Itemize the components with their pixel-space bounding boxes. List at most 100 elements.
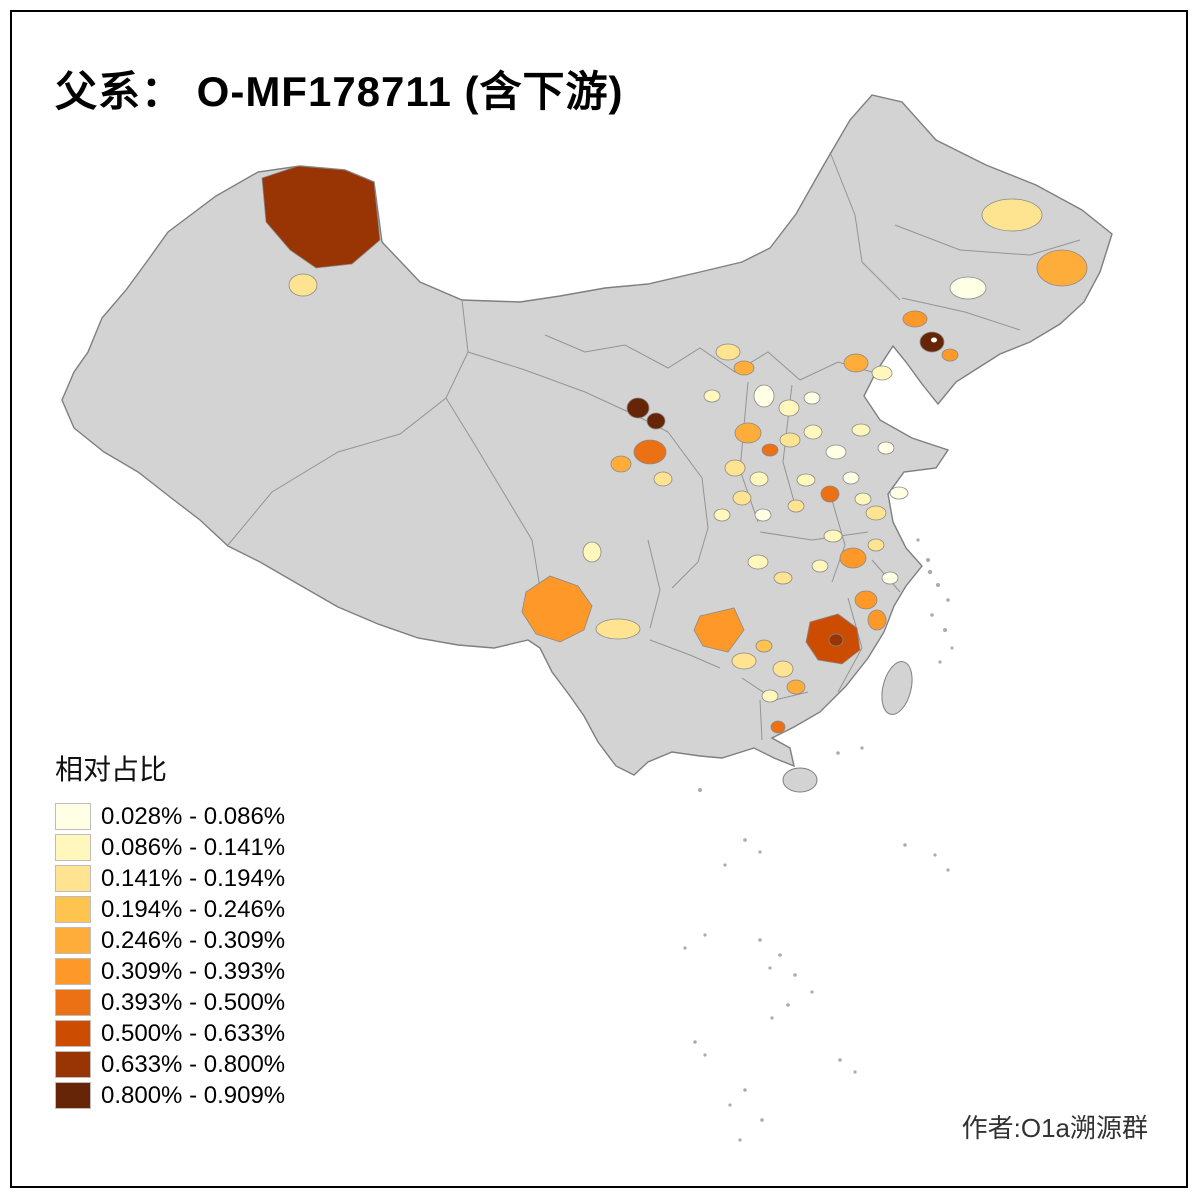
legend-row: 0.028% - 0.086% — [55, 802, 285, 831]
legend: 相对占比 0.028% - 0.086% 0.086% - 0.141% 0.1… — [55, 748, 285, 1112]
map-region — [772, 660, 794, 678]
legend-label: 0.633% - 0.800% — [101, 1050, 286, 1078]
legend-label: 0.246% - 0.309% — [101, 926, 286, 954]
map-region — [653, 471, 673, 487]
map-region — [733, 360, 755, 376]
map-region — [931, 337, 937, 343]
map-region — [595, 618, 641, 640]
map-region — [865, 505, 887, 521]
legend-swatch — [55, 1082, 91, 1109]
legend-label: 0.393% - 0.500% — [101, 988, 286, 1016]
map-region — [867, 609, 887, 631]
map-region — [877, 441, 895, 455]
map-region — [842, 471, 860, 485]
map-region — [867, 538, 885, 552]
map-region — [881, 571, 899, 585]
islands — [782, 661, 913, 793]
map-region — [803, 391, 821, 405]
map-region — [770, 720, 786, 734]
legend-label: 0.194% - 0.246% — [101, 895, 286, 923]
map-region — [724, 459, 746, 477]
legend-row: 0.086% - 0.141% — [55, 833, 285, 862]
legend-swatch — [55, 865, 91, 892]
map-region — [773, 571, 793, 585]
map-region — [919, 331, 945, 353]
map-region — [796, 473, 816, 487]
map-region — [646, 412, 666, 430]
legend-swatch — [55, 927, 91, 954]
map-region — [732, 490, 752, 506]
legend-swatch — [55, 958, 91, 985]
map-region — [851, 423, 871, 437]
map-region — [839, 547, 867, 569]
map-region — [803, 424, 823, 440]
map-region — [582, 541, 602, 563]
map-region — [288, 273, 318, 297]
map-region — [820, 485, 840, 503]
map-region — [949, 276, 987, 300]
map-region — [889, 486, 909, 500]
map-region — [981, 198, 1043, 232]
map-region — [786, 679, 806, 695]
map-region — [754, 508, 772, 522]
map-region — [787, 499, 805, 513]
legend-swatch — [55, 803, 91, 830]
map-region — [633, 439, 667, 465]
legend-row: 0.393% - 0.500% — [55, 988, 285, 1017]
legend-label: 0.141% - 0.194% — [101, 864, 286, 892]
map-region — [811, 559, 829, 573]
legend-title: 相对占比 — [55, 754, 168, 785]
author-credit: 作者:O1a溯源群 — [961, 1113, 1148, 1143]
map-region — [843, 353, 869, 373]
province-borders — [227, 151, 1081, 741]
legend-swatch — [55, 896, 91, 923]
legend-label: 0.800% - 0.909% — [101, 1081, 286, 1109]
map-region — [828, 633, 844, 647]
china-outline — [61, 94, 1113, 776]
map-region — [713, 508, 731, 522]
legend-label: 0.086% - 0.141% — [101, 833, 286, 861]
legend-row: 0.800% - 0.909% — [55, 1081, 285, 1110]
map-region — [871, 365, 893, 381]
map-region — [703, 389, 721, 403]
map-region — [693, 607, 745, 653]
legend-label: 0.500% - 0.633% — [101, 1019, 286, 1047]
legend-row: 0.633% - 0.800% — [55, 1050, 285, 1079]
map-region — [854, 492, 872, 506]
map-region — [734, 422, 762, 444]
legend-swatch — [55, 989, 91, 1016]
map-region — [1036, 249, 1088, 287]
map-region — [715, 343, 741, 361]
map-region — [749, 471, 769, 487]
map-region — [779, 432, 801, 448]
legend-row: 0.246% - 0.309% — [55, 926, 285, 955]
legend-swatch — [55, 834, 91, 861]
map-region — [521, 575, 593, 643]
legend-swatch — [55, 1020, 91, 1047]
map-region — [747, 554, 769, 570]
hainan-island — [782, 767, 818, 793]
map-region — [761, 689, 779, 703]
legend-row: 0.141% - 0.194% — [55, 864, 285, 893]
map-region — [610, 455, 632, 473]
legend-row: 0.194% - 0.246% — [55, 895, 285, 924]
legend-swatch — [55, 1051, 91, 1078]
taiwan-island — [881, 661, 913, 715]
map-region — [902, 310, 928, 328]
map-region — [941, 348, 959, 362]
map-region — [825, 444, 847, 460]
map-region — [261, 165, 381, 269]
colored-regions — [261, 165, 1088, 734]
map-region — [778, 399, 800, 417]
legend-row: 0.500% - 0.633% — [55, 1019, 285, 1048]
map-region — [753, 384, 775, 408]
map-region — [626, 397, 650, 419]
legend-label: 0.028% - 0.086% — [101, 802, 286, 830]
mainland — [61, 94, 1113, 776]
map-region — [761, 443, 779, 457]
map-region — [823, 529, 843, 543]
legend-label: 0.309% - 0.393% — [101, 957, 286, 985]
sea-islets — [683, 538, 954, 1142]
map-region — [731, 652, 757, 670]
